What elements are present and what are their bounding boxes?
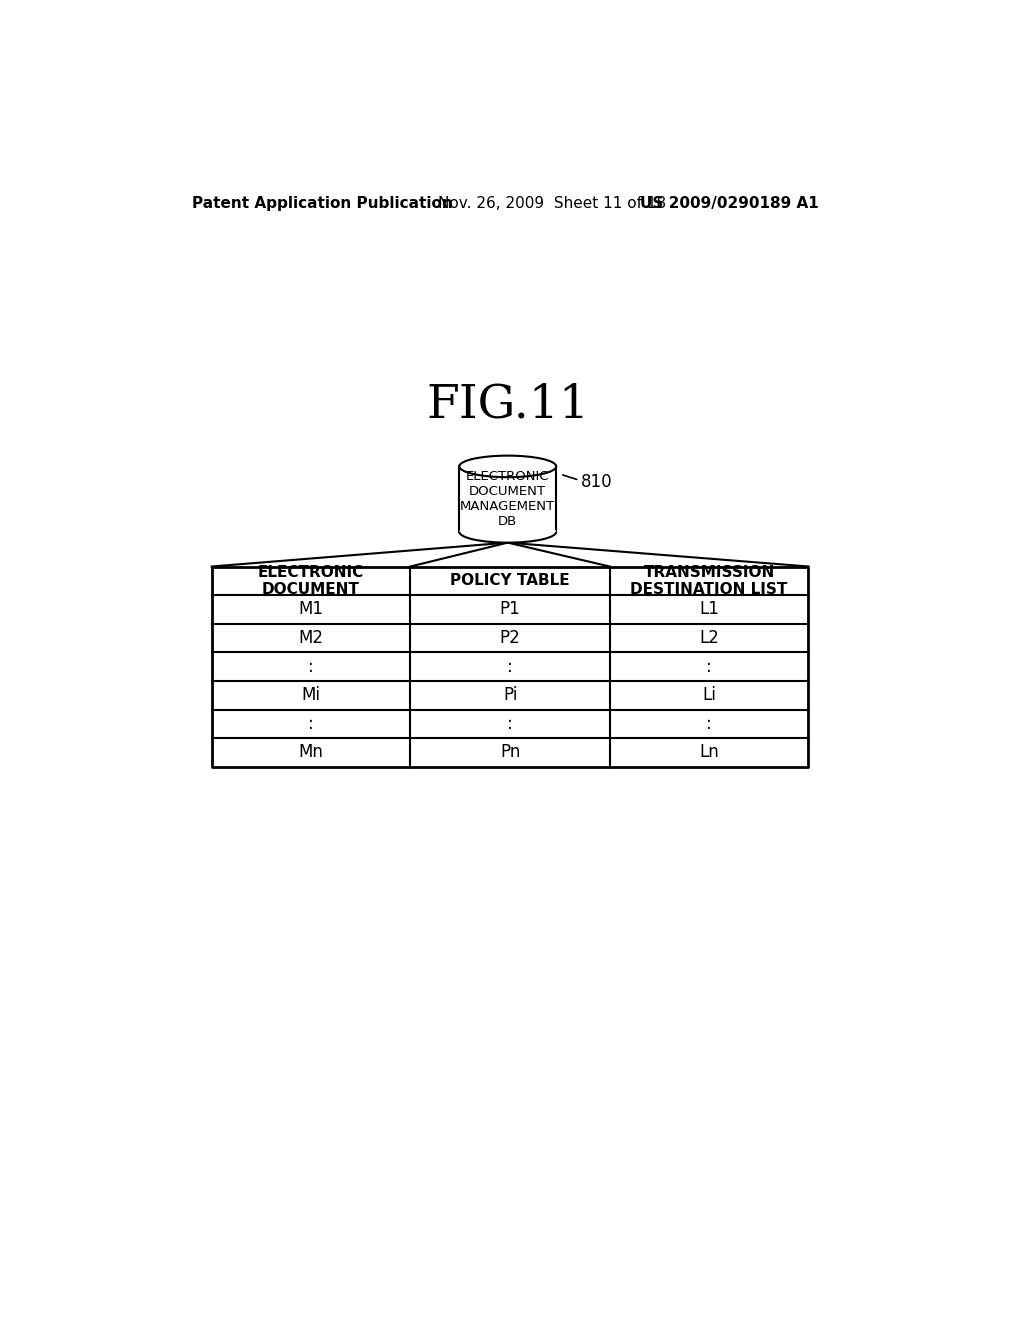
Text: P2: P2 xyxy=(500,630,520,647)
Ellipse shape xyxy=(460,455,556,478)
Text: US 2009/0290189 A1: US 2009/0290189 A1 xyxy=(640,195,818,211)
Text: M2: M2 xyxy=(299,630,324,647)
Text: TRANSMISSION
DESTINATION LIST: TRANSMISSION DESTINATION LIST xyxy=(631,565,787,597)
Text: L1: L1 xyxy=(699,601,719,618)
Text: Mi: Mi xyxy=(301,686,321,704)
Text: Pi: Pi xyxy=(503,686,517,704)
Text: M1: M1 xyxy=(299,601,324,618)
Text: 810: 810 xyxy=(581,473,612,491)
Text: P1: P1 xyxy=(500,601,520,618)
Text: Ln: Ln xyxy=(699,743,719,762)
Text: POLICY TABLE: POLICY TABLE xyxy=(451,573,570,589)
Text: :: : xyxy=(507,657,513,676)
Text: Mn: Mn xyxy=(299,743,324,762)
Text: ELECTRONIC
DOCUMENT: ELECTRONIC DOCUMENT xyxy=(258,565,365,597)
Text: ELECTRONIC
DOCUMENT
MANAGEMENT
DB: ELECTRONIC DOCUMENT MANAGEMENT DB xyxy=(460,470,555,528)
Text: :: : xyxy=(707,715,712,733)
Text: L2: L2 xyxy=(699,630,719,647)
Text: Patent Application Publication: Patent Application Publication xyxy=(191,195,453,211)
Text: :: : xyxy=(308,657,314,676)
Text: :: : xyxy=(507,715,513,733)
Ellipse shape xyxy=(460,521,556,543)
Text: :: : xyxy=(308,715,314,733)
Text: Nov. 26, 2009  Sheet 11 of 18: Nov. 26, 2009 Sheet 11 of 18 xyxy=(438,195,667,211)
Text: :: : xyxy=(707,657,712,676)
Text: Li: Li xyxy=(702,686,716,704)
Text: FIG.11: FIG.11 xyxy=(426,383,589,428)
Text: Pn: Pn xyxy=(500,743,520,762)
